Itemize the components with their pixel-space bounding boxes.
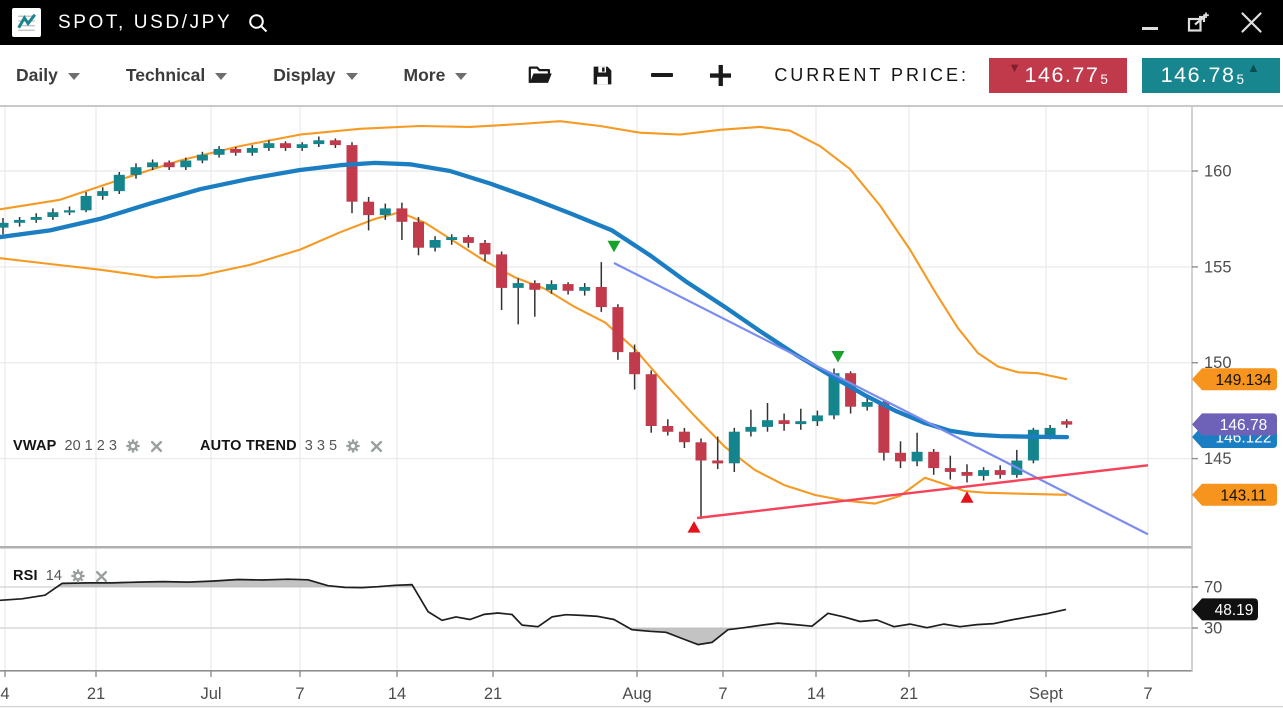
autotrend-indicator-params: 3 3 5 bbox=[304, 438, 338, 454]
svg-text:145: 145 bbox=[1204, 450, 1232, 468]
popout-window-button[interactable] bbox=[1186, 11, 1210, 35]
save-icon[interactable] bbox=[590, 63, 615, 88]
more-dropdown[interactable]: More bbox=[404, 65, 468, 86]
more-dropdown-label: More bbox=[403, 64, 446, 85]
svg-text:21: 21 bbox=[87, 685, 105, 703]
display-dropdown-label: Display bbox=[273, 64, 336, 85]
vwap-indicator-row: VWAP 20 1 2 3 bbox=[13, 438, 164, 454]
svg-text:Jul: Jul bbox=[200, 685, 221, 703]
rsi-settings-gear-icon[interactable] bbox=[70, 568, 86, 584]
svg-text:Sept: Sept bbox=[1029, 685, 1063, 703]
chevron-down-icon bbox=[455, 72, 468, 80]
ask-price-box[interactable]: 146.78 5 ▲ bbox=[1142, 57, 1280, 93]
svg-text:4: 4 bbox=[0, 685, 9, 703]
ask-price-value: 146.78 bbox=[1160, 62, 1236, 87]
svg-text:143.11: 143.11 bbox=[1220, 487, 1266, 504]
svg-text:7: 7 bbox=[295, 685, 304, 703]
technical-dropdown-label: Technical bbox=[125, 64, 206, 85]
vwap-remove-icon[interactable] bbox=[149, 439, 164, 454]
timeframe-dropdown-label: Daily bbox=[16, 64, 58, 85]
chevron-down-icon bbox=[345, 72, 358, 80]
current-price-label: CURRENT PRICE: bbox=[774, 64, 969, 85]
svg-text:48.19: 48.19 bbox=[1215, 602, 1254, 619]
display-dropdown[interactable]: Display bbox=[273, 64, 358, 86]
svg-text:160: 160 bbox=[1204, 163, 1232, 181]
rsi-indicator-params: 14 bbox=[45, 568, 62, 584]
timeframe-dropdown[interactable]: Daily bbox=[16, 65, 80, 86]
autotrend-remove-icon[interactable] bbox=[369, 439, 384, 454]
svg-text:155: 155 bbox=[1204, 258, 1232, 276]
minimize-button[interactable] bbox=[1142, 15, 1158, 30]
svg-text:21: 21 bbox=[484, 685, 502, 703]
rsi-indicator-row: RSI 14 bbox=[13, 568, 109, 584]
price-down-arrow-icon: ▼ bbox=[1008, 59, 1023, 75]
svg-text:30: 30 bbox=[1204, 620, 1222, 638]
bid-price-pip: 5 bbox=[1100, 71, 1108, 87]
toolbar: Daily Technical Display More bbox=[0, 45, 1283, 107]
zoom-in-button[interactable] bbox=[709, 64, 732, 87]
svg-text:21: 21 bbox=[900, 685, 918, 703]
vwap-indicator-params: 20 1 2 3 bbox=[64, 438, 117, 454]
autotrend-indicator-row: AUTO TREND 3 3 5 bbox=[200, 438, 384, 454]
svg-text:70: 70 bbox=[1204, 579, 1222, 597]
svg-text:14: 14 bbox=[388, 685, 406, 703]
svg-text:Aug: Aug bbox=[622, 685, 651, 703]
svg-text:150: 150 bbox=[1204, 354, 1232, 372]
chevron-down-icon bbox=[67, 72, 80, 80]
autotrend-indicator-name: AUTO TREND bbox=[200, 438, 297, 454]
bid-price-box[interactable]: ▼ 146.77 5 bbox=[989, 57, 1127, 93]
app-logo-icon bbox=[12, 8, 41, 37]
titlebar: SPOT, USD/JPY bbox=[0, 0, 1283, 45]
chevron-down-icon bbox=[215, 72, 228, 80]
svg-text:7: 7 bbox=[1143, 685, 1152, 703]
technical-dropdown[interactable]: Technical bbox=[125, 64, 228, 86]
price-up-arrow-icon: ▲ bbox=[1246, 59, 1262, 75]
ask-price-pip: 5 bbox=[1236, 71, 1244, 87]
svg-text:146.78: 146.78 bbox=[1220, 417, 1267, 434]
bid-price-value: 146.77 bbox=[1024, 62, 1100, 87]
rsi-indicator-name: RSI bbox=[13, 568, 38, 584]
svg-text:14: 14 bbox=[807, 685, 825, 703]
svg-text:149.134: 149.134 bbox=[1215, 372, 1271, 389]
rsi-remove-icon[interactable] bbox=[94, 569, 109, 584]
autotrend-settings-gear-icon[interactable] bbox=[345, 438, 361, 454]
vwap-indicator-name: VWAP bbox=[13, 438, 57, 454]
close-icon[interactable] bbox=[1238, 9, 1265, 36]
open-folder-icon[interactable] bbox=[527, 62, 554, 89]
symbol-title: SPOT, USD/JPY bbox=[58, 11, 233, 33]
search-icon[interactable] bbox=[246, 11, 270, 35]
zoom-out-button[interactable] bbox=[651, 72, 674, 78]
vwap-settings-gear-icon[interactable] bbox=[125, 438, 141, 454]
svg-text:7: 7 bbox=[718, 685, 727, 703]
